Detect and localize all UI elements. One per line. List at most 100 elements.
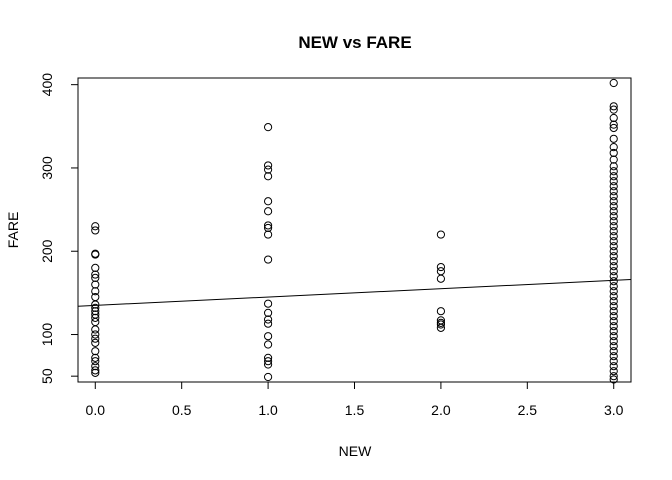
data-point	[609, 120, 618, 129]
data-point	[91, 357, 100, 366]
data-point	[609, 155, 618, 164]
data-point	[609, 312, 618, 321]
data-point	[609, 307, 618, 316]
data-point	[609, 267, 618, 276]
data-point	[609, 292, 618, 301]
x-tick-label: 1.0	[258, 402, 278, 418]
data-point	[263, 308, 273, 317]
data-point	[91, 226, 100, 235]
data-point	[609, 252, 618, 261]
data-point	[436, 262, 446, 272]
data-point	[609, 282, 618, 291]
data-point	[91, 362, 100, 371]
data-point	[91, 330, 100, 339]
data-point	[263, 332, 273, 341]
data-point	[91, 270, 100, 279]
x-axis-label: NEW	[339, 443, 372, 459]
data-point	[263, 161, 273, 170]
data-point	[609, 105, 618, 114]
y-tick-label: 300	[39, 156, 55, 180]
x-tick-label: 2.5	[518, 402, 538, 418]
data-point	[609, 167, 618, 176]
data-point	[609, 172, 618, 181]
data-point	[609, 134, 618, 143]
data-point	[91, 222, 100, 231]
data-point	[263, 357, 273, 366]
data-point	[263, 123, 273, 132]
data-point	[609, 247, 618, 256]
data-point	[609, 337, 618, 346]
data-point	[436, 267, 446, 276]
data-point	[609, 347, 618, 356]
y-tick-label: 100	[39, 323, 55, 347]
y-axis: 50 100 200 300 400	[39, 73, 78, 384]
data-point	[609, 272, 618, 281]
data-point	[609, 197, 618, 206]
data-point	[609, 375, 618, 384]
data-point	[91, 263, 100, 272]
x-tick-label: 0.0	[86, 402, 106, 418]
data-point	[609, 277, 618, 286]
data-point	[436, 230, 446, 239]
data-point	[263, 221, 273, 230]
data-point	[609, 207, 618, 216]
data-point	[609, 227, 618, 236]
data-point	[91, 368, 100, 377]
data-point	[609, 232, 618, 241]
data-point	[609, 297, 618, 306]
data-point	[263, 360, 273, 369]
data-point	[91, 366, 100, 375]
data-point	[263, 207, 273, 216]
data-point	[263, 372, 273, 382]
data-point	[609, 262, 618, 271]
data-point	[609, 113, 618, 123]
data-point	[609, 177, 618, 186]
data-point	[609, 332, 618, 341]
data-points	[91, 78, 618, 384]
data-point	[609, 123, 618, 133]
data-point	[609, 342, 618, 351]
data-point	[91, 287, 100, 296]
data-point	[91, 317, 100, 327]
regression-line	[77, 279, 632, 307]
y-tick-label: 400	[39, 73, 55, 97]
data-point	[609, 222, 618, 231]
y-tick-label: 50	[39, 368, 55, 384]
plot-frame	[77, 77, 632, 383]
data-point	[436, 274, 446, 283]
data-point	[609, 212, 618, 221]
data-point	[263, 197, 273, 206]
data-point	[609, 162, 618, 171]
data-point	[609, 302, 618, 311]
x-tick-label: 1.5	[345, 402, 365, 418]
data-point	[263, 255, 273, 264]
data-point	[263, 223, 273, 233]
data-point	[263, 340, 273, 349]
data-point	[609, 367, 618, 376]
data-point	[91, 325, 100, 334]
data-point	[609, 182, 618, 191]
data-point	[436, 320, 446, 329]
data-point	[91, 250, 100, 259]
data-point	[609, 372, 618, 381]
data-point	[91, 273, 100, 282]
data-point	[436, 323, 446, 332]
data-point	[263, 172, 273, 181]
data-point	[609, 78, 618, 88]
data-point	[263, 299, 273, 308]
data-point	[609, 202, 618, 211]
y-axis-label: FARE	[5, 212, 21, 249]
y-tick-label: 200	[39, 239, 55, 263]
data-point	[609, 287, 618, 296]
data-point	[436, 307, 446, 316]
data-point	[263, 319, 273, 328]
data-point	[91, 334, 100, 343]
data-point	[91, 303, 100, 312]
data-point	[609, 148, 618, 158]
x-tick-label: 0.5	[172, 402, 192, 418]
x-tick-label: 2.0	[431, 402, 451, 418]
data-point	[609, 102, 618, 111]
data-point	[609, 327, 618, 336]
x-axis: 0.0 0.5 1.0 1.5 2.0 2.5 3.0	[86, 382, 624, 418]
data-point	[91, 300, 100, 309]
